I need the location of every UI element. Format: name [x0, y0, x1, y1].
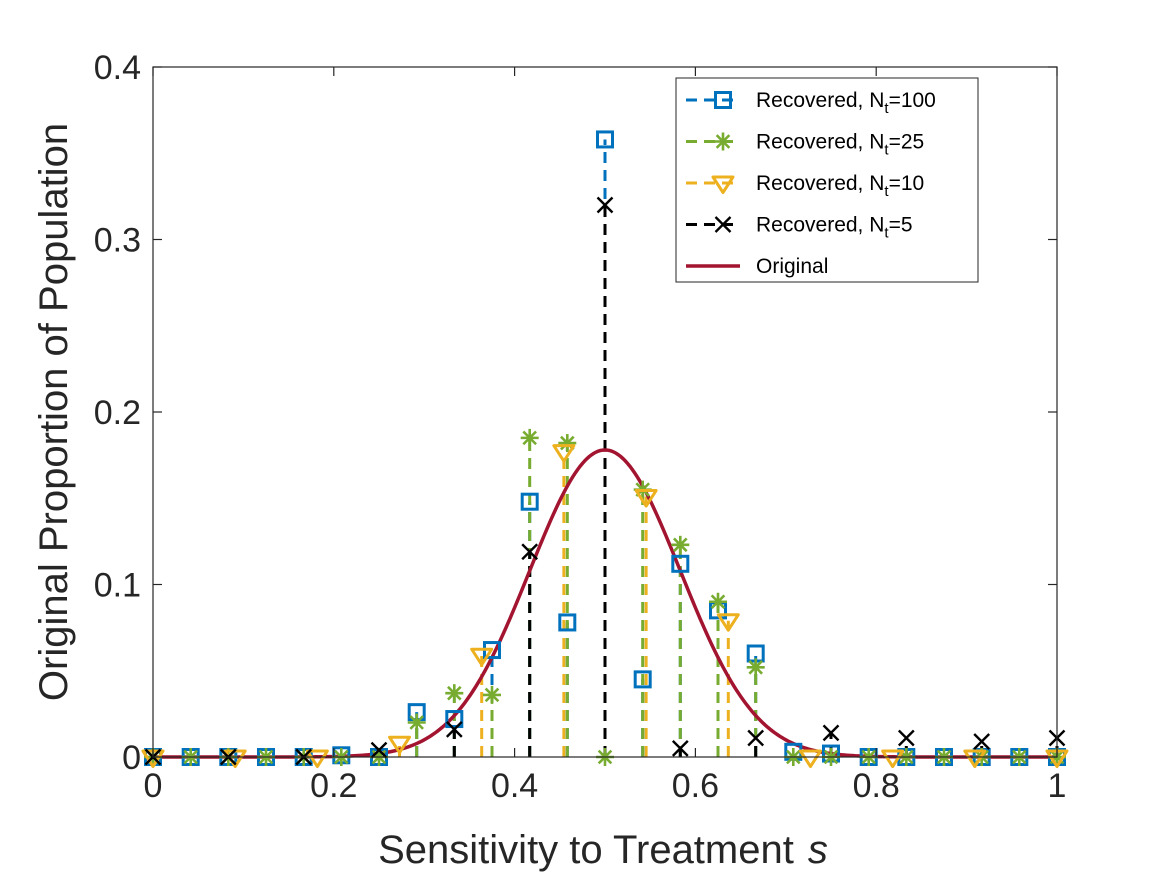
legend-entry-label: Recovered, Nt=10	[756, 172, 924, 200]
y-axis-label: Original Proportion of Population	[32, 123, 76, 701]
x-stroke	[747, 729, 765, 747]
legend-entry-name: Recovered, N	[756, 214, 884, 237]
data-point	[520, 492, 539, 511]
data-point	[716, 613, 740, 632]
x-tick-label: 0.6	[672, 767, 719, 805]
data-point	[747, 729, 765, 747]
data-point	[305, 749, 329, 768]
y-tick-label: 0.3	[94, 222, 141, 260]
x-stroke	[521, 543, 539, 561]
data-point	[445, 721, 463, 738]
y-tick-label: 0.4	[94, 49, 141, 87]
x-axis-label: Sensitivity to Treatment s	[378, 828, 828, 872]
data-point	[798, 749, 822, 768]
data-point	[520, 428, 539, 447]
data-point	[558, 434, 577, 453]
legend-marker	[711, 175, 735, 194]
data-point	[881, 749, 905, 768]
legend-entry-name: Recovered, N	[756, 172, 884, 195]
x-tick-label: 0	[144, 767, 163, 805]
data-point	[596, 130, 614, 149]
asterisk-stroke	[673, 537, 688, 553]
x-tick-label: 0.2	[310, 767, 357, 805]
data-point	[445, 710, 464, 729]
x-stroke	[973, 733, 991, 750]
x-stroke	[714, 216, 732, 233]
asterisk-stroke	[710, 594, 726, 610]
data-point	[407, 713, 426, 732]
x-tick-label: 0.4	[491, 767, 538, 805]
x-stroke	[822, 724, 840, 742]
data-point	[746, 658, 765, 677]
y-tick-labels: 0 0.1 0.2 0.3 0.4	[94, 49, 141, 777]
data-point	[897, 729, 915, 747]
data-point	[596, 196, 614, 214]
data-point	[445, 684, 464, 703]
legend-entry-label: Original	[756, 255, 828, 278]
x-stroke	[370, 741, 388, 759]
x-stroke	[671, 740, 689, 757]
data-point	[552, 444, 576, 463]
data-point	[470, 647, 494, 667]
x-tick-label: 1	[1048, 767, 1067, 805]
data-point	[558, 613, 577, 632]
data-point	[633, 670, 652, 689]
data-point	[822, 724, 840, 742]
x-tick-labels: 0 0.2 0.4 0.6 0.8 1	[144, 767, 1067, 805]
y-tick-label: 0	[122, 739, 141, 777]
legend-entry-name: Recovered, N	[756, 89, 884, 112]
data-point	[671, 740, 689, 757]
data-point	[709, 592, 727, 611]
legend-entry-label: Recovered, Nt=5	[756, 214, 913, 242]
data-point	[370, 741, 388, 759]
x-stroke	[445, 721, 463, 738]
legend-marker	[714, 91, 732, 109]
asterisk-stroke	[560, 435, 575, 451]
x-axis-label-symbol: s	[808, 828, 828, 872]
legend-entry-subscript: t	[884, 142, 889, 159]
asterisk-stroke	[484, 687, 500, 703]
x-tick-label: 0.8	[853, 767, 900, 805]
y-tick-label: 0.2	[94, 394, 141, 432]
data-point	[973, 733, 991, 750]
data-point	[634, 489, 658, 508]
x-stroke	[897, 729, 915, 747]
legend-entry-subscript: t	[884, 100, 889, 117]
legend-entry-subscript: t	[884, 183, 889, 200]
data-point	[388, 735, 412, 755]
legend-entry-name: Recovered, N	[756, 131, 884, 154]
legend-marker	[714, 132, 732, 151]
data-point	[483, 685, 501, 704]
data-point	[671, 554, 690, 573]
y-tick-label: 0.1	[94, 567, 141, 605]
x-axis-label-text: Sensitivity to Treatment	[378, 828, 794, 872]
data-point	[671, 535, 690, 554]
x-stroke	[596, 196, 614, 214]
data-point	[963, 749, 987, 768]
legend-entry-suffix: =25	[889, 131, 925, 154]
axes	[152, 66, 1058, 758]
legend-marker	[714, 216, 732, 233]
asterisk-stroke	[715, 134, 731, 149]
asterisk-stroke	[409, 715, 424, 730]
legend-entry-suffix: =10	[889, 172, 925, 195]
legend-entry-suffix: =5	[889, 214, 913, 237]
legend-entry-label: Recovered, Nt=100	[756, 89, 936, 117]
asterisk-stroke	[748, 660, 763, 675]
asterisk-stroke	[447, 685, 462, 701]
legend-entry-label: Recovered, Nt=25	[756, 131, 924, 159]
legend-entry-name: Original	[756, 255, 828, 278]
data-point	[521, 543, 539, 561]
legend-entry-subscript: t	[884, 225, 889, 242]
asterisk-stroke	[522, 430, 537, 446]
legend-box	[675, 77, 979, 283]
legend-entry-suffix: =100	[889, 89, 936, 112]
